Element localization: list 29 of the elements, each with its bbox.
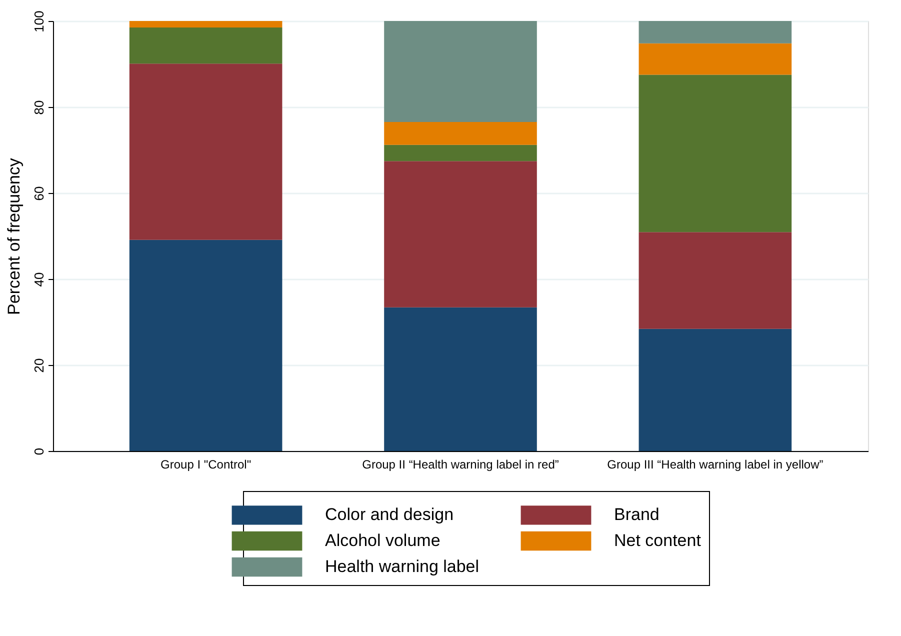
- bar: [638, 328, 792, 451]
- bar: [129, 64, 282, 240]
- x-tick-label: Group I "Control": [160, 458, 252, 472]
- y-tick-label: 60: [32, 186, 46, 201]
- bar: [638, 21, 792, 44]
- x-tick-label: Group III “Health warning label in yellow”: [607, 458, 824, 472]
- legend-label: Color and design: [325, 505, 454, 524]
- y-tick-label: 100: [32, 10, 46, 32]
- bar: [384, 144, 537, 162]
- legend-label: Brand: [614, 505, 660, 524]
- legend-label: Alcohol volume: [325, 531, 440, 550]
- bar: [638, 43, 792, 75]
- x-tick-label: Group II “Health warning label in red”: [362, 458, 559, 472]
- y-tick-label: 80: [32, 100, 46, 115]
- y-tick-label: 20: [32, 358, 46, 373]
- bar: [384, 307, 537, 451]
- legend-label: Health warning label: [325, 557, 480, 576]
- bar: [129, 240, 282, 451]
- bar: [384, 21, 537, 122]
- y-tick-label: 40: [32, 272, 46, 287]
- bar: [384, 161, 537, 308]
- bar: [638, 74, 792, 232]
- bar: [638, 232, 792, 329]
- bar: [129, 21, 282, 28]
- y-axis-title: Percent of frequency: [4, 158, 24, 315]
- legend-label: Net content: [614, 531, 702, 550]
- bar: [129, 27, 282, 64]
- bar: [384, 122, 537, 145]
- y-tick-label: 0: [32, 448, 46, 456]
